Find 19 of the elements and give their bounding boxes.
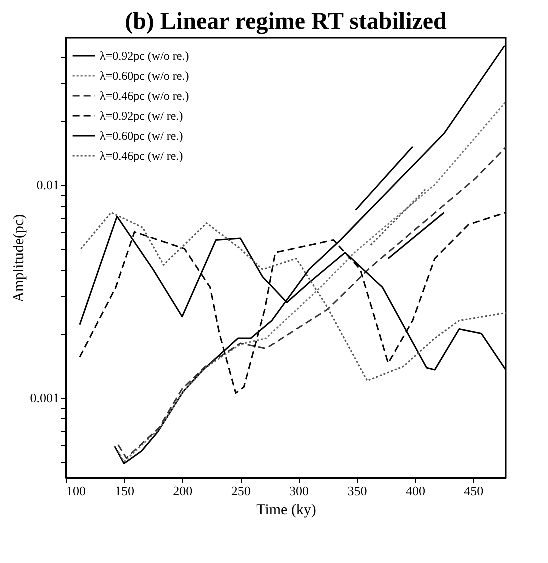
- legend-label: λ=0.92pc (w/ re.): [100, 109, 184, 123]
- x-tick-label: 400: [406, 484, 426, 498]
- y-tick-label: 0.01: [36, 177, 60, 192]
- x-tick-label: 150: [114, 484, 134, 498]
- x-axis-title: Time (ky): [256, 502, 316, 518]
- legend-label: λ=0.60pc (w/o re.): [100, 69, 190, 83]
- y-axis-title: Amplitude(pc): [11, 214, 28, 303]
- y-tick-label: 0.001: [30, 390, 60, 406]
- legend-label: λ=0.92pc (w/o re.): [100, 49, 190, 63]
- legend-label: λ=0.60pc (w/ re.): [100, 129, 184, 143]
- x-tick-label: 300: [290, 484, 310, 498]
- x-tick-label: 350: [348, 484, 368, 498]
- chart-title: (b) Linear regime RT stabilized: [125, 9, 448, 35]
- x-tick-label: 100: [66, 484, 86, 498]
- x-tick-label: 250: [231, 484, 251, 498]
- legend-label: λ=0.46pc (w/ re.): [100, 149, 184, 163]
- legend-label: λ=0.46pc (w/o re.): [100, 89, 190, 103]
- x-tick-label: 450: [464, 484, 484, 498]
- x-tick-label: 200: [173, 484, 193, 498]
